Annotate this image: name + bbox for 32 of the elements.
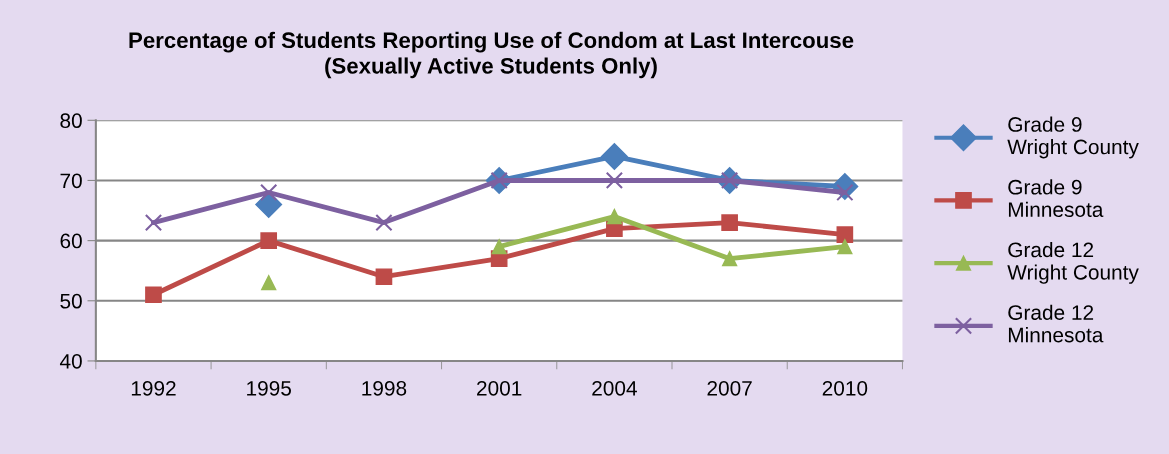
- point: [491, 238, 507, 255]
- y-tick-label: 60: [60, 233, 82, 249]
- x-tick-label: 2001: [477, 380, 522, 396]
- point: [375, 268, 393, 286]
- point: [144, 213, 163, 232]
- legend-label: Grade 9 Wright County: [1007, 116, 1139, 159]
- point: [600, 142, 628, 170]
- point: [260, 232, 278, 249]
- x-tick-label: 1998: [362, 380, 407, 396]
- x-tick-label: 1995: [247, 380, 291, 396]
- x-tick-label: 2007: [707, 380, 752, 396]
- point: [837, 238, 853, 255]
- point: [605, 171, 624, 190]
- x-tick-label: 2004: [592, 380, 637, 396]
- y-tick-label: 80: [60, 113, 82, 129]
- point: [260, 183, 278, 202]
- point: [261, 275, 277, 291]
- point: [721, 214, 738, 231]
- legend-label: Grade 9 Minnesota: [1008, 179, 1104, 218]
- legend-label: Grade 12 Minnesota: [1008, 304, 1104, 343]
- point: [145, 286, 162, 304]
- y-tick-label: 70: [60, 173, 82, 189]
- y-tick-label: 40: [59, 353, 82, 369]
- x-tick-label: 2010: [822, 380, 868, 396]
- point: [375, 213, 393, 232]
- point: [606, 208, 623, 225]
- point: [721, 251, 738, 267]
- legend-label: Grade 12 Wright County: [1007, 241, 1139, 284]
- point: [836, 226, 854, 243]
- x-tick-label: 1992: [131, 380, 176, 396]
- chart-title: Percentage of Students Reporting Use of Condom at Last Intercouse (Sexually Active Students Only): [129, 31, 854, 79]
- y-tick-label: 50: [60, 293, 82, 309]
